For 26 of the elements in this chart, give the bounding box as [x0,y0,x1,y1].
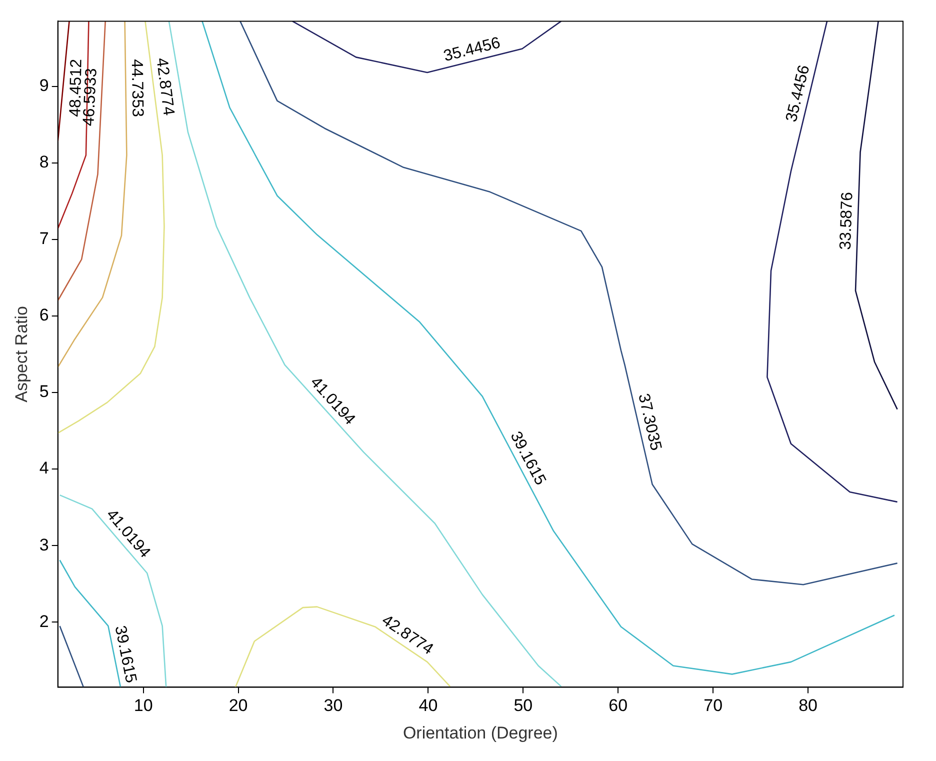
text: 46.5933 [80,68,100,127]
x-tick-label: 50 [514,696,533,716]
x-tick-label: 40 [418,696,438,716]
y-axis-title: Aspect Ratio [12,306,31,402]
text: 39.1615 [111,624,140,685]
text: 37.3035 [634,392,664,452]
x-tick-label: 60 [608,696,628,716]
text: 42.8774 [152,57,177,117]
y-tick-label: 5 [39,382,49,402]
y-tick-label: 2 [39,612,49,631]
x-tick-label: 30 [324,696,343,716]
x-axis-title: Orientation (Degree) [402,723,558,742]
text: 44.7353 [128,58,146,118]
x-tick-label: 80 [798,696,818,716]
y-tick-label: 4 [39,458,49,478]
text: 33.5876 [837,192,856,250]
y-tick-label: 3 [39,535,49,554]
text: 35.4456 [442,34,502,66]
y-tick-label: 8 [39,152,49,172]
y-tick-label: 7 [39,229,49,248]
y-tick-label: 6 [39,306,49,325]
x-tick-label: 10 [134,696,153,716]
text: 35.4456 [783,63,814,124]
y-tick-label: 9 [39,76,49,95]
x-tick-label: 70 [704,696,723,716]
x-tick-label: 20 [228,696,248,716]
